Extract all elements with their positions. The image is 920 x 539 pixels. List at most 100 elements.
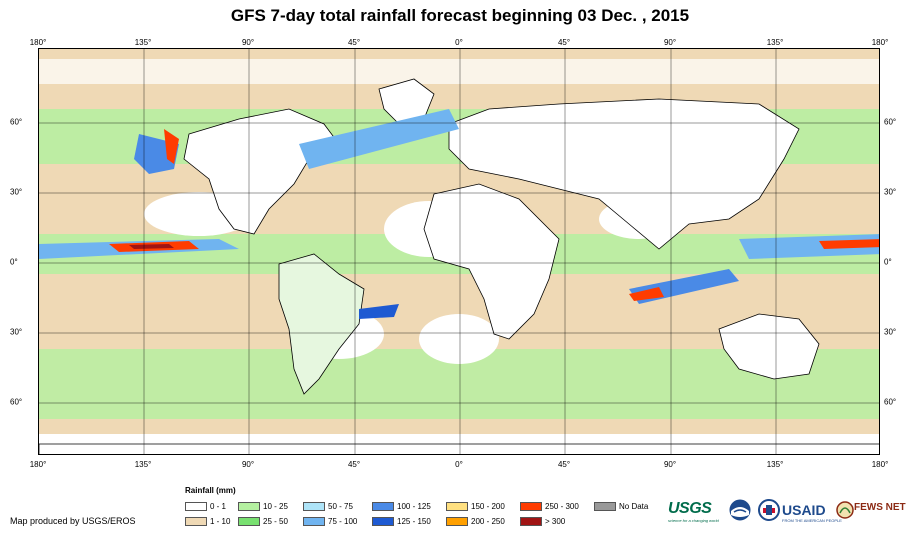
lat-tick-right: 60°: [884, 117, 897, 127]
legend-item: 75 - 100: [303, 517, 357, 526]
legend-item: 150 - 200: [446, 502, 505, 511]
legend-swatch: [446, 517, 468, 526]
atlantic-storm-track: [299, 109, 459, 169]
fews-net-emblem-icon: [836, 501, 854, 519]
legend-swatch: [520, 502, 542, 511]
lat-tick-left: 0°: [10, 257, 18, 267]
usgs-tagline: science for a changing world: [668, 518, 719, 523]
lon-tick-top: 180°: [871, 38, 889, 47]
pacific-storm-core: [164, 129, 179, 164]
usgs-wordmark: USGS: [668, 500, 712, 517]
legend-swatch: [446, 502, 468, 511]
graticule: [39, 49, 879, 454]
australia: [718, 313, 820, 380]
legend-item: 1 - 10: [185, 517, 230, 526]
legend-item: 100 - 125: [372, 502, 431, 511]
lon-tick-bottom: 135°: [766, 460, 784, 469]
lon-tick-top: 180°: [29, 38, 47, 47]
noaa-emblem-icon: [729, 499, 751, 521]
map-credit: Map produced by USGS/EROS: [10, 516, 136, 526]
lon-tick-bottom: 180°: [871, 460, 889, 469]
itcz-max-rain: [129, 244, 174, 249]
usaid-tagline: FROM THE AMERICAN PEOPLE: [782, 518, 842, 523]
fews-net-logo: FEWS NET: [836, 499, 912, 523]
legend-label: 0 - 1: [210, 502, 227, 511]
legend-item: 125 - 150: [372, 517, 431, 526]
africa: [423, 183, 560, 340]
legend-swatch: [238, 517, 260, 526]
antarctica: [39, 443, 879, 454]
indian-ocean-peak: [629, 287, 664, 301]
legend-label: 125 - 150: [397, 517, 431, 526]
fews-net-wordmark: FEWS NET: [854, 502, 906, 513]
usaid-wordmark: USAID: [782, 502, 826, 518]
legend-item: 200 - 250: [446, 517, 505, 526]
usgs-logo: USGS science for a changing world: [668, 500, 726, 523]
lon-tick-top: 0°: [455, 38, 463, 47]
legend-label: > 300: [545, 517, 566, 526]
lat-tick-right: 60°: [884, 397, 897, 407]
lon-tick-top: 45°: [557, 38, 571, 47]
legend-swatch: [520, 517, 542, 526]
lat-tick-right: 0°: [884, 257, 892, 267]
legend-swatch: [372, 517, 394, 526]
legend-title: Rainfall (mm): [185, 486, 236, 495]
lon-tick-bottom: 45°: [557, 460, 571, 469]
lon-tick-top: 45°: [347, 38, 361, 47]
rainfall-map: [38, 48, 880, 455]
arctic-dry-zone: [39, 59, 879, 84]
usaid-seal-icon: [758, 499, 780, 521]
lat-tick-left: 60°: [10, 397, 23, 407]
legend-label: 50 - 75: [328, 502, 353, 511]
legend-label: 10 - 25: [263, 502, 288, 511]
lat-tick-left: 30°: [10, 187, 23, 197]
lon-tick-top: 135°: [134, 38, 152, 47]
legend-swatch: [238, 502, 260, 511]
legend-item: > 300: [520, 517, 565, 526]
legend-swatch: [303, 517, 325, 526]
legend-swatch: [185, 502, 207, 511]
usaid-seal: [758, 499, 780, 526]
legend-item: 10 - 25: [238, 502, 288, 511]
eurasia: [448, 98, 800, 250]
legend-item: 25 - 50: [238, 517, 288, 526]
western-pacific-peak: [819, 239, 879, 249]
rainfall-map-svg: [39, 49, 879, 454]
lat-tick-right: 30°: [884, 327, 897, 337]
lat-tick-left: 60°: [10, 117, 23, 127]
legend-label: 25 - 50: [263, 517, 288, 526]
north-america: [183, 108, 340, 235]
lon-tick-bottom: 90°: [241, 460, 255, 469]
legend-label: No Data: [619, 502, 649, 511]
map-title: GFS 7-day total rainfall forecast beginn…: [230, 6, 690, 25]
lon-tick-bottom: 45°: [347, 460, 361, 469]
lon-tick-top: 135°: [766, 38, 784, 47]
legend-label: 100 - 125: [397, 502, 431, 511]
legend-swatch: [594, 502, 616, 511]
legend-label: 150 - 200: [471, 502, 505, 511]
south-atlantic-rain: [359, 304, 399, 319]
lon-tick-top: 90°: [241, 38, 255, 47]
legend-swatch: [185, 517, 207, 526]
noaa-logo: [729, 499, 751, 526]
lat-tick-right: 30°: [884, 187, 897, 197]
legend-item: 0 - 1: [185, 502, 226, 511]
legend-item: No Data: [594, 502, 648, 511]
lat-tick-left: 30°: [10, 327, 23, 337]
legend-swatch: [372, 502, 394, 511]
dry-zone: [419, 314, 499, 364]
usaid-logo: USAID FROM THE AMERICAN PEOPLE: [782, 502, 842, 523]
lon-tick-bottom: 135°: [134, 460, 152, 469]
lon-tick-bottom: 180°: [29, 460, 47, 469]
legend-item: 250 - 300: [520, 502, 579, 511]
legend-label: 1 - 10: [210, 517, 231, 526]
south-america: [278, 253, 365, 395]
legend-swatch: [303, 502, 325, 511]
lon-tick-bottom: 0°: [455, 460, 463, 469]
lon-tick-bottom: 90°: [663, 460, 677, 469]
legend-item: 50 - 75: [303, 502, 353, 511]
legend-label: 75 - 100: [328, 517, 358, 526]
lon-tick-top: 90°: [663, 38, 677, 47]
legend-label: 200 - 250: [471, 517, 505, 526]
legend-label: 250 - 300: [545, 502, 579, 511]
